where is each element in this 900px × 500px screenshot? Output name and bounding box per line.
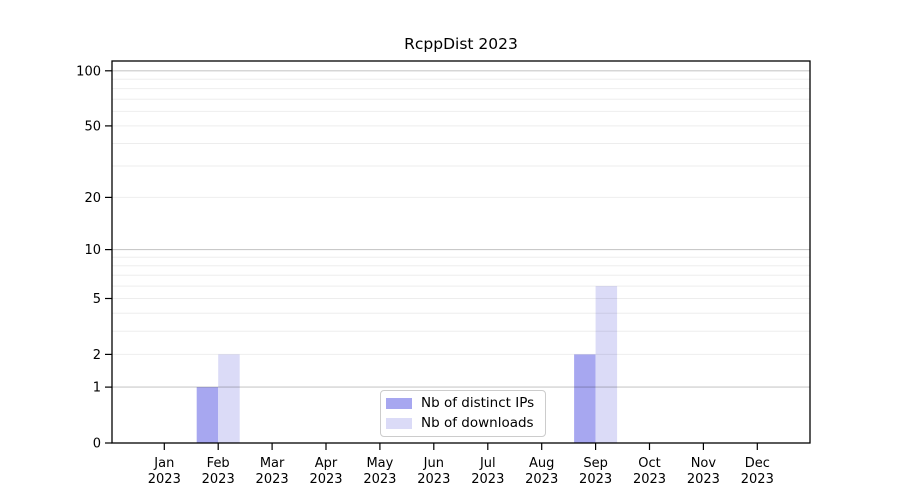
x-tick-label-apr: Apr xyxy=(315,456,338,471)
legend: Nb of distinct IPs Nb of downloads xyxy=(380,390,546,437)
x-tick-year-jan: 2023 xyxy=(148,472,181,487)
y-tick-label-20: 20 xyxy=(84,191,101,206)
y-tick-label-5: 5 xyxy=(93,292,101,307)
y-tick-label-50: 50 xyxy=(84,120,101,135)
bars-group xyxy=(196,286,618,443)
legend-swatch-downloads xyxy=(386,417,412,429)
x-tick-year-mar: 2023 xyxy=(256,472,289,487)
x-tick-label-mar: Mar xyxy=(260,456,285,471)
bar-nb-of-downloads-feb xyxy=(218,354,240,443)
legend-label-downloads: Nb of downloads xyxy=(421,414,534,431)
x-tick-year-jun: 2023 xyxy=(417,472,450,487)
chart-title: RcppDist 2023 xyxy=(404,35,518,53)
x-tick-year-nov: 2023 xyxy=(687,472,720,487)
plot-frame xyxy=(111,60,811,444)
x-tick-label-jan: Jan xyxy=(153,456,174,471)
x-axis-group: Jan2023Feb2023Mar2023Apr2023May2023Jun20… xyxy=(148,443,774,487)
x-tick-year-dec: 2023 xyxy=(741,472,774,487)
x-tick-label-oct: Oct xyxy=(638,456,660,471)
bar-nb-of-distinct-ips-feb xyxy=(196,387,219,443)
x-tick-year-feb: 2023 xyxy=(202,472,235,487)
legend-label-distinct-ips: Nb of distinct IPs xyxy=(421,395,535,411)
y-tick-label-2: 2 xyxy=(93,348,101,363)
x-tick-label-sep: Sep xyxy=(583,456,608,471)
x-tick-label-may: May xyxy=(366,456,393,471)
x-tick-label-jul: Jul xyxy=(479,456,496,471)
x-tick-year-sep: 2023 xyxy=(579,472,612,487)
x-tick-label-dec: Dec xyxy=(745,456,770,471)
x-tick-year-jul: 2023 xyxy=(471,472,504,487)
x-tick-label-aug: Aug xyxy=(529,456,554,471)
x-tick-year-oct: 2023 xyxy=(633,472,666,487)
gridlines-group xyxy=(112,70,810,388)
legend-item-downloads: Nb of downloads xyxy=(386,414,545,431)
x-tick-year-may: 2023 xyxy=(363,472,396,487)
y-tick-label-10: 10 xyxy=(84,243,101,258)
y-tick-label-100: 100 xyxy=(76,64,101,79)
y-tick-label-1: 1 xyxy=(93,381,101,396)
bar-nb-of-distinct-ips-sep xyxy=(574,354,596,443)
x-tick-label-jun: Jun xyxy=(423,456,444,471)
y-axis-group: 0 1 2 5 10 20 50 100 xyxy=(76,64,112,452)
x-tick-year-aug: 2023 xyxy=(525,472,558,487)
x-tick-year-apr: 2023 xyxy=(309,472,342,487)
x-tick-label-nov: Nov xyxy=(691,456,717,471)
bar-nb-of-downloads-sep xyxy=(595,286,618,443)
y-tick-label-0: 0 xyxy=(93,437,101,452)
legend-swatch-distinct-ips xyxy=(386,398,412,410)
x-tick-label-feb: Feb xyxy=(207,456,230,471)
legend-item-distinct-ips: Nb of distinct IPs xyxy=(386,395,545,411)
